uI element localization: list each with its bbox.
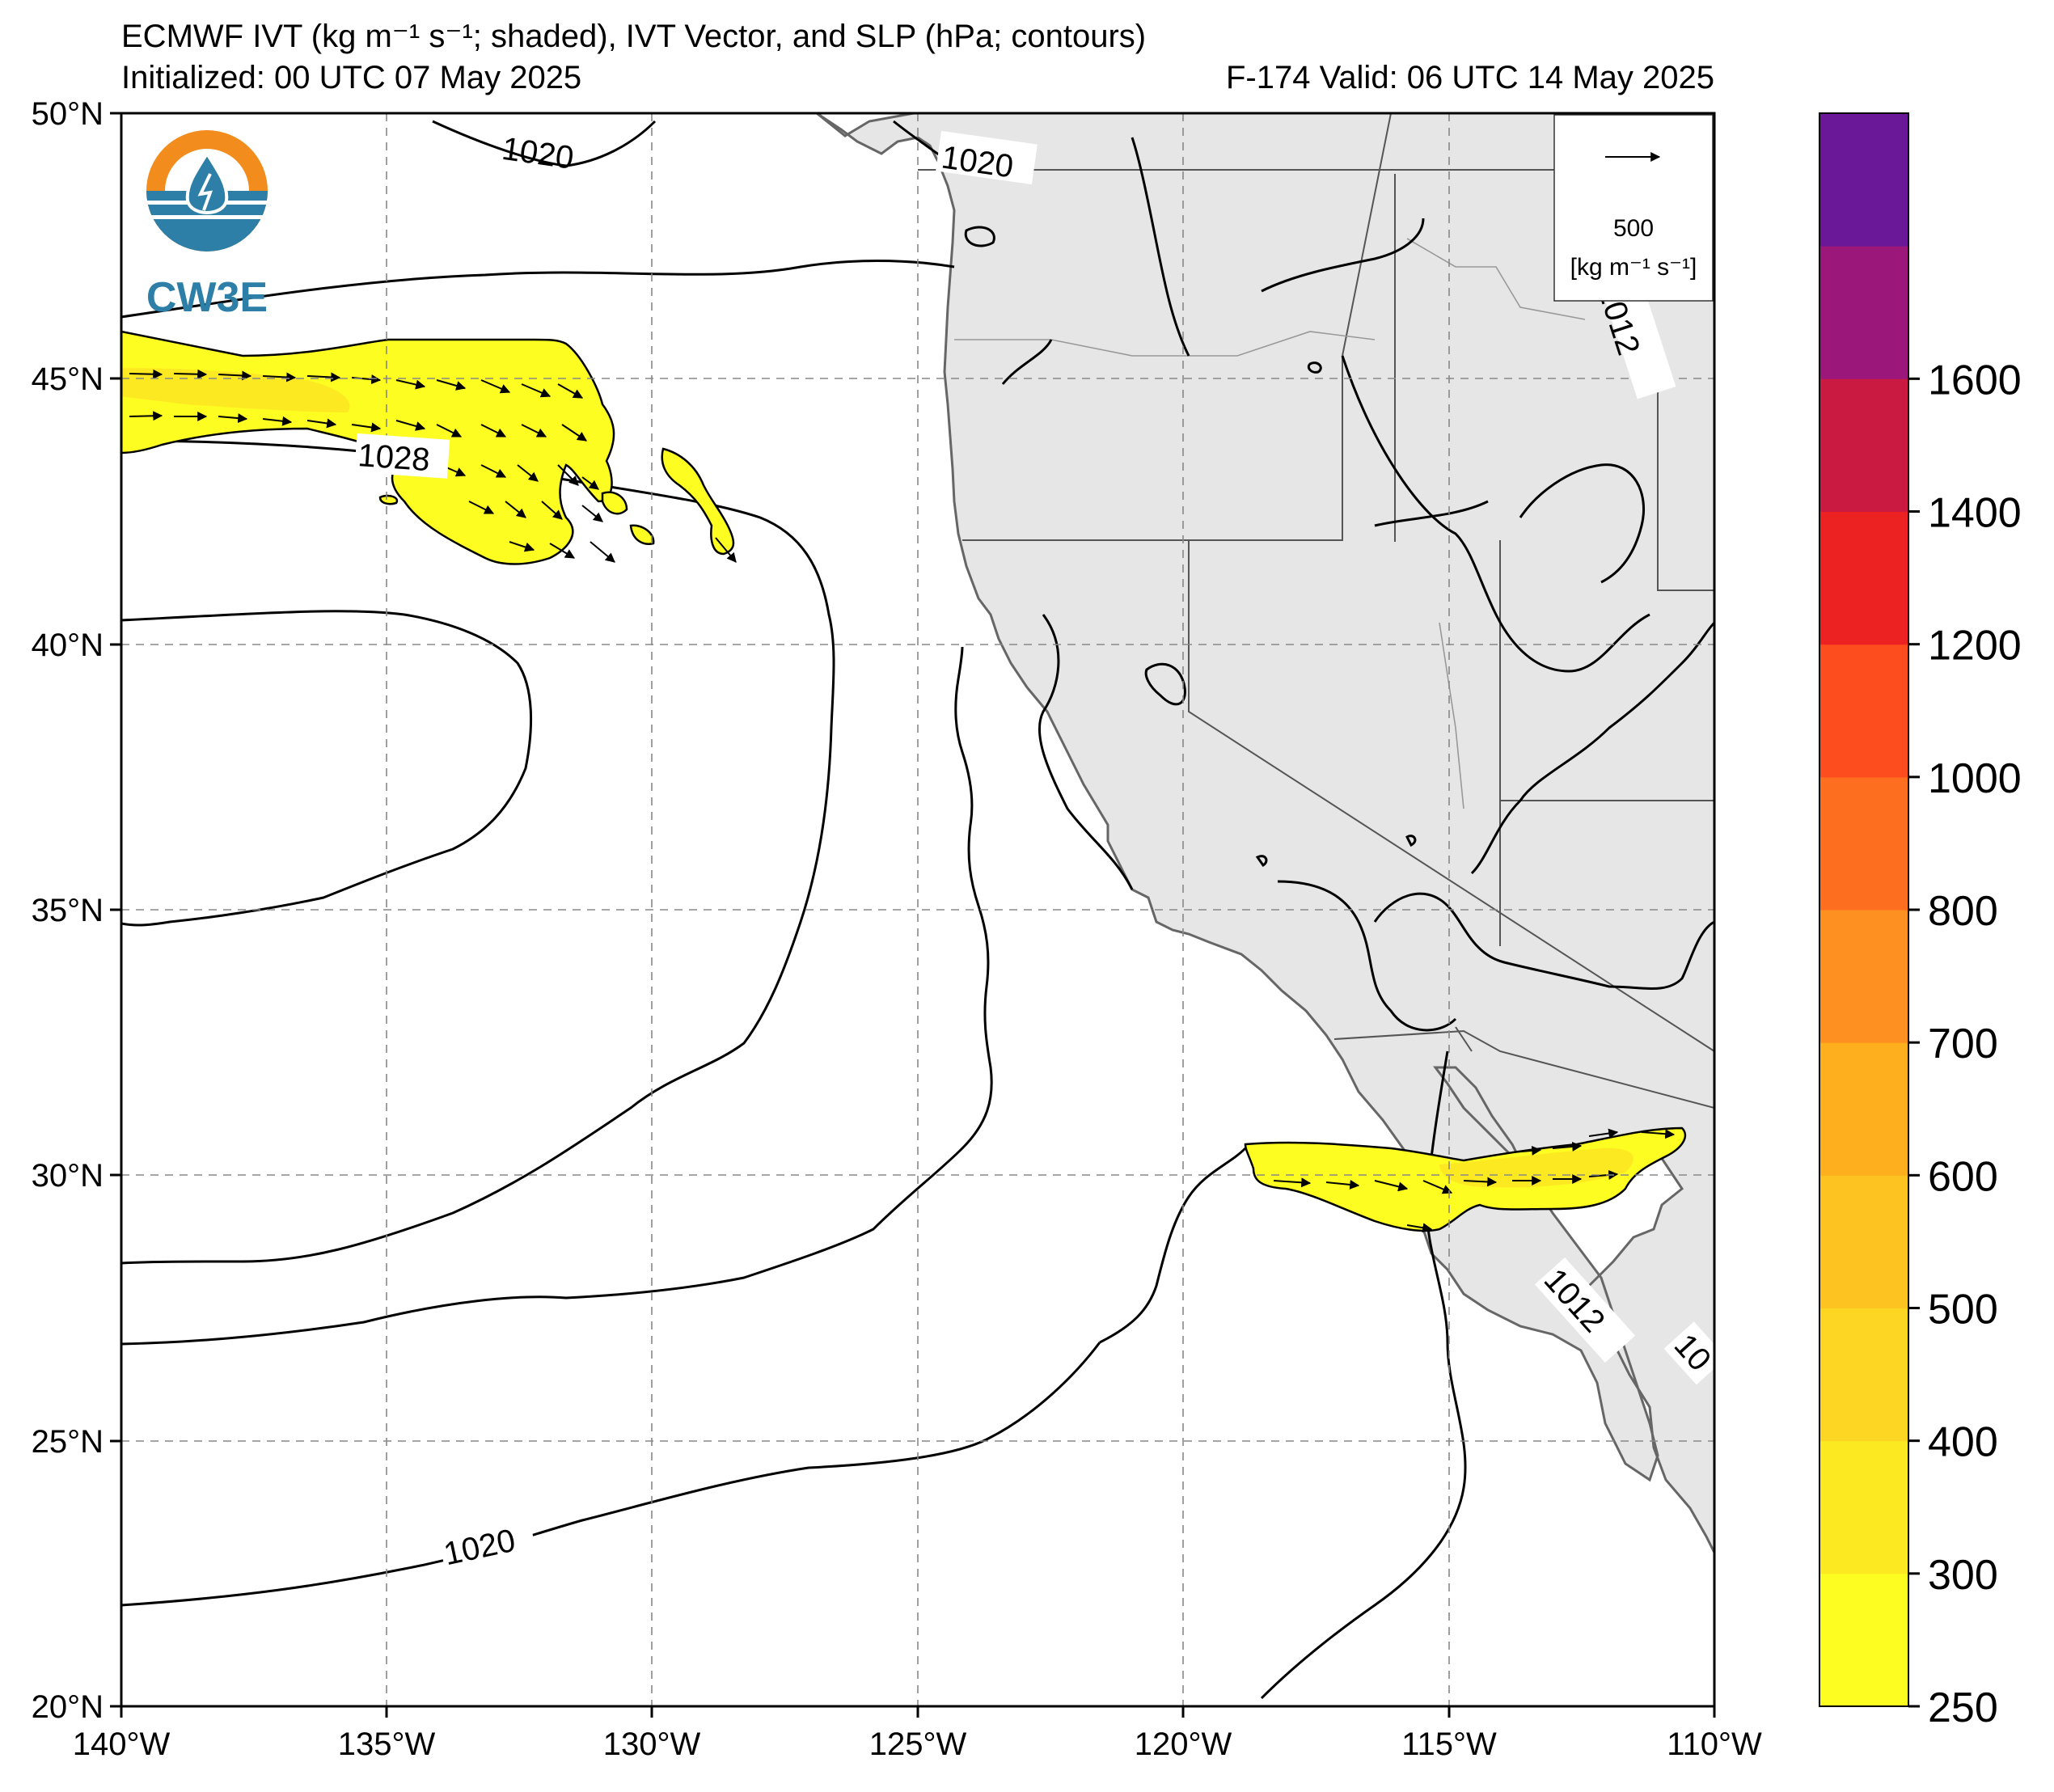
lat-label: 25°N [32, 1424, 104, 1460]
colorbar-segment [1819, 910, 1908, 1043]
colorbar-label: 1400 [1928, 490, 2022, 537]
lon-label: 110°W [1667, 1726, 1762, 1762]
reference-vector-unit: [kg m⁻¹ s⁻¹] [1570, 254, 1697, 281]
lon-label: 115°W [1401, 1726, 1497, 1762]
colorbar-segment [1819, 1308, 1908, 1442]
colorbar-label: 600 [1928, 1153, 1998, 1200]
political-borders [918, 113, 1714, 1109]
valid-time: F-174 Valid: 06 UTC 14 May 2025 [1225, 60, 1714, 95]
ivt-blob-small [601, 491, 628, 515]
colorbar-label: 400 [1928, 1419, 1998, 1466]
ivt-blob-tiny [378, 494, 399, 505]
lat-label: 45°N [32, 361, 104, 397]
colorbar-label: 300 [1928, 1552, 1998, 1599]
colorbar-segment [1819, 644, 1908, 778]
lat-label: 50°N [32, 96, 104, 132]
colorbar-label: 1600 [1928, 357, 2022, 404]
colorbar-label: 1000 [1928, 755, 2022, 802]
contour-label: 1028 [357, 437, 431, 478]
lon-label: 120°W [1135, 1726, 1232, 1762]
slp-small-contours [964, 226, 1417, 868]
rivers [954, 238, 1586, 809]
colorbar-segment [1819, 1573, 1908, 1707]
lat-label: 30°N [32, 1158, 104, 1194]
lon-label: 140°W [73, 1726, 171, 1762]
colorbar-segment [1819, 1042, 1908, 1176]
colorbar-label: 500 [1928, 1287, 1998, 1333]
bolt-icon [197, 173, 213, 211]
ivt-blob-small-2 [629, 524, 655, 545]
lat-label: 35°N [32, 893, 104, 928]
colorbar-segment [1819, 776, 1908, 911]
logo-text: CW3E [146, 274, 268, 321]
colorbar-label: 1200 [1928, 623, 2022, 670]
cw3e-logo: CW3E [146, 130, 268, 321]
lat-label: 20°N [32, 1689, 104, 1725]
colorbar: 250 300 400 500 600 700 800 1000 1200 1400 1600 [1819, 112, 2022, 1731]
ivt-blob-north [661, 447, 735, 556]
colorbar-segment [1819, 113, 1908, 247]
colorbar-segment [1819, 1440, 1908, 1574]
colorbar-label: 700 [1928, 1021, 1998, 1067]
latitude-labels: 50°N 45°N 40°N 35°N 30°N 25°N 20°N [32, 96, 104, 1725]
axis-ticks [110, 112, 1716, 1718]
init-time: Initialized: 00 UTC 07 May 2025 [121, 60, 582, 95]
colorbar-segment [1819, 511, 1908, 645]
reference-vector-legend: 500 [kg m⁻¹ s⁻¹] [1553, 114, 1714, 302]
reference-vector-value: 500 [1613, 215, 1654, 242]
figure-header: ECMWF IVT (kg m⁻¹ s⁻¹; shaded), IVT Vect… [121, 18, 1714, 115]
colorbar-label: 250 [1928, 1684, 1998, 1731]
lon-label: 135°W [338, 1726, 436, 1762]
ivt-vectors [129, 369, 1676, 1233]
colorbar-segment [1819, 246, 1908, 379]
longitude-labels: 140°W 135°W 130°W 125°W 120°W 115°W 110°… [73, 1726, 1762, 1762]
lon-label: 125°W [869, 1726, 967, 1762]
colorbar-label: 800 [1928, 888, 1998, 935]
graticule [121, 113, 1714, 1706]
lon-label: 130°W [603, 1726, 701, 1762]
figure-title: ECMWF IVT (kg m⁻¹ s⁻¹; shaded), IVT Vect… [121, 19, 1147, 54]
colorbar-segment [1819, 378, 1908, 512]
lat-label: 40°N [32, 628, 104, 663]
colorbar-segment [1819, 1175, 1908, 1308]
